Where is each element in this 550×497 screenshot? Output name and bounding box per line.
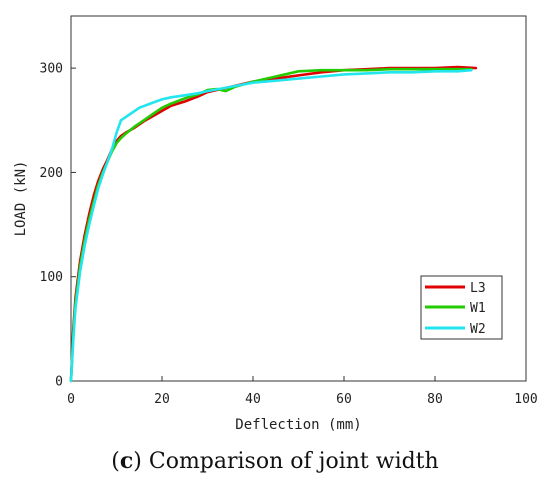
y-tick-label: 200: [40, 166, 63, 181]
y-tick-label: 0: [55, 375, 63, 390]
x-axis-title: Deflection (mm): [235, 417, 361, 433]
caption-text: Comparison of joint width: [148, 449, 439, 474]
plot-frame: [70, 15, 527, 382]
y-axis-title: LOAD (kN): [13, 161, 29, 237]
legend: L3 W1 W2: [420, 275, 503, 340]
series-line-w2: [69, 68, 473, 383]
ticks-layer: 0 20 40 60 80 100 0 100 200 300: [40, 62, 538, 407]
series-layer: [69, 65, 478, 383]
x-tick-label: 80: [427, 392, 443, 407]
x-tick-label: 60: [336, 392, 352, 407]
legend-label-w1: W1: [470, 301, 486, 316]
y-tick-label: 300: [40, 62, 63, 77]
legend-label-l3: L3: [470, 281, 486, 296]
x-tick-label: 0: [67, 392, 75, 407]
chart: 0 20 40 60 80 100 0 100 200 300 Deflection (mm) L…: [13, 15, 538, 433]
x-tick-label: 20: [154, 392, 170, 407]
series-line-w1: [69, 67, 473, 383]
y-tick-label: 100: [40, 270, 63, 285]
x-tick-label: 100: [514, 392, 537, 407]
figure-caption: (c) Comparison of joint width: [111, 448, 439, 474]
legend-label-w2: W2: [470, 322, 486, 337]
caption-letter: c: [119, 448, 134, 474]
x-tick-label: 40: [245, 392, 261, 407]
